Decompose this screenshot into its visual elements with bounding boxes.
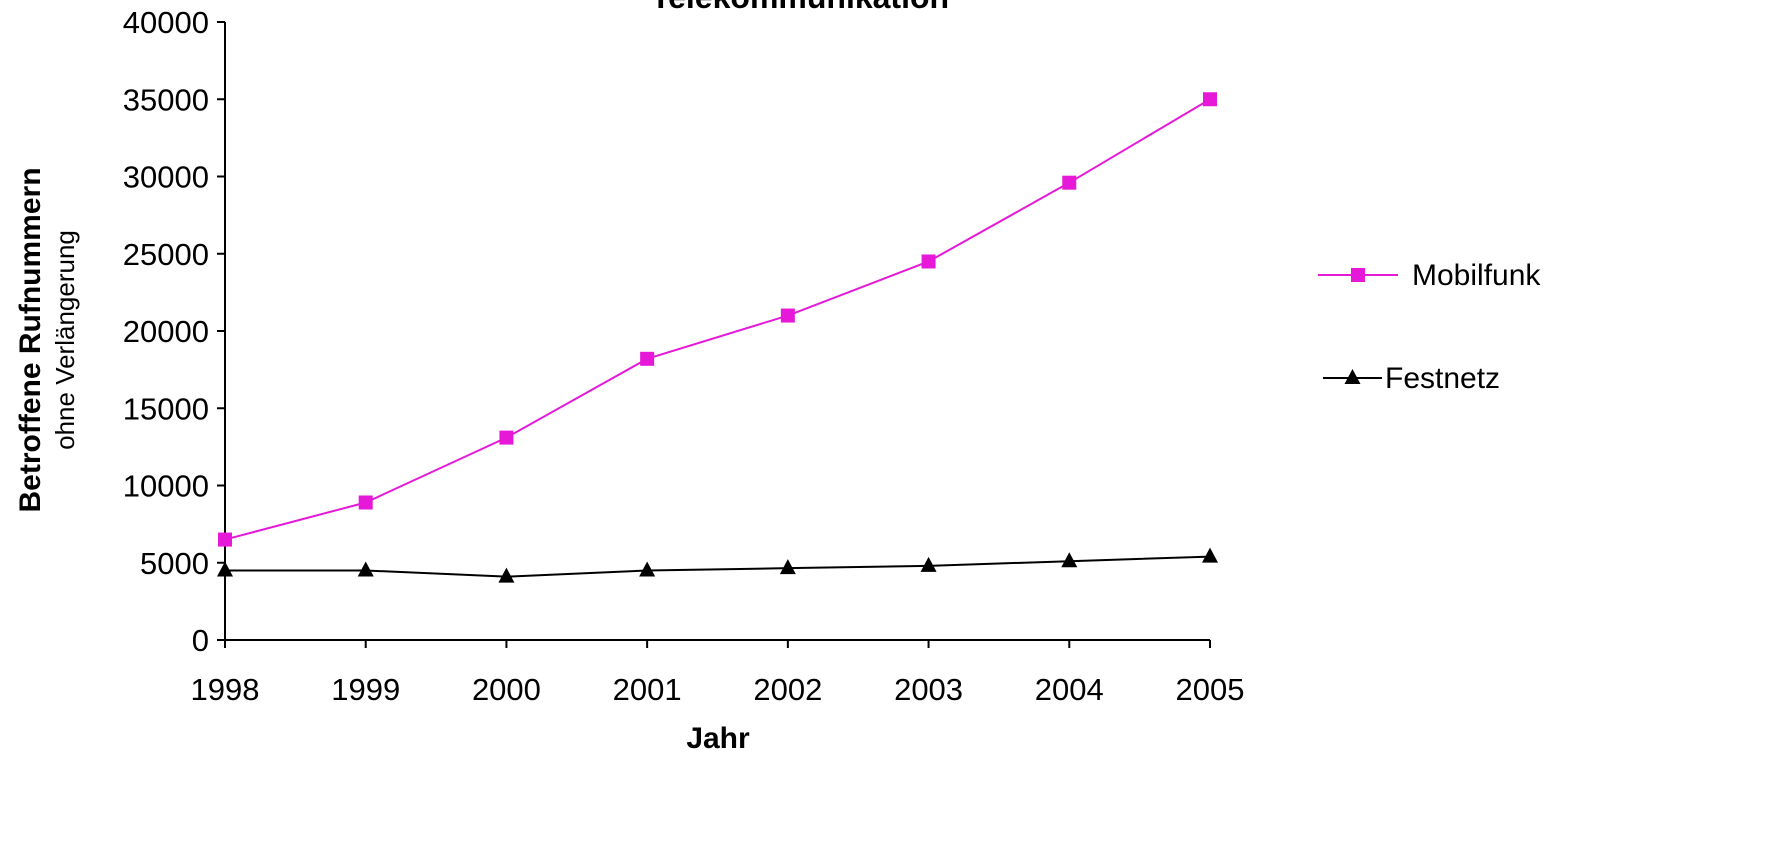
x-tick-label: 2003: [894, 672, 963, 707]
data-point-festnetz: [639, 561, 656, 577]
x-tick-label: 2005: [1176, 672, 1245, 707]
axes: [217, 21, 1211, 648]
y-axis-title: Betroffene Rufnummern ohne Verlängerung: [14, 167, 80, 512]
series-festnetz: [217, 547, 1218, 583]
data-point-mobilfunk: [921, 254, 936, 269]
x-tick-labels: 1998 1999 2000 2001 2002 2003 2004 2005: [191, 672, 1245, 707]
series-layer: [217, 92, 1218, 583]
x-tick-label: 2001: [613, 672, 682, 707]
legend: Mobilfunk Festnetz: [1318, 259, 1541, 395]
data-point-festnetz: [498, 567, 515, 583]
data-point-festnetz: [217, 561, 233, 577]
x-tick-label: 2004: [1035, 672, 1104, 707]
x-tick-label: 2000: [472, 672, 541, 707]
legend-item-festnetz: Festnetz: [1323, 362, 1500, 395]
data-point-mobilfunk: [780, 308, 795, 323]
data-point-festnetz: [357, 561, 374, 577]
y-tick-label: 20000: [123, 314, 209, 349]
y-axis-label: Betroffene Rufnummern: [14, 167, 47, 512]
y-tick-label: 25000: [123, 237, 209, 272]
series-line-mobilfunk: [224, 98, 1211, 541]
data-point-festnetz: [1202, 547, 1218, 563]
data-point-mobilfunk: [499, 430, 514, 445]
y-tick-label: 30000: [123, 160, 209, 195]
y-tick-label: 10000: [123, 469, 209, 504]
legend-marker-festnetz: [1344, 369, 1361, 384]
x-axis-label: Jahr: [686, 722, 750, 755]
data-point-mobilfunk: [218, 532, 232, 547]
data-point-mobilfunk: [1062, 175, 1077, 190]
y-tick-label: 35000: [123, 82, 209, 117]
data-point-mobilfunk: [358, 495, 373, 510]
legend-item-mobilfunk: Mobilfunk: [1318, 259, 1541, 292]
data-point-festnetz: [779, 559, 796, 575]
series-mobilfunk: [218, 92, 1217, 547]
y-tick-label: 15000: [123, 391, 209, 426]
y-tick-labels: 0 5000 10000 15000 20000 25000 30000 35000 40000: [123, 5, 209, 658]
series-line-festnetz: [225, 555, 1211, 578]
x-tick-label: 1998: [191, 672, 260, 707]
legend-label-mobilfunk: Mobilfunk: [1412, 259, 1541, 292]
x-tick-label: 1999: [331, 672, 400, 707]
data-point-festnetz: [1061, 552, 1078, 568]
y-tick-label: 5000: [140, 546, 209, 581]
x-tick-label: 2002: [753, 672, 822, 707]
y-tick-label: 0: [192, 623, 209, 658]
chart-title: Telekommunikation: [651, 0, 949, 15]
data-point-mobilfunk: [1203, 92, 1217, 107]
data-point-mobilfunk: [640, 351, 655, 366]
y-axis-sublabel: ohne Verlängerung: [50, 230, 80, 450]
legend-label-festnetz: Festnetz: [1385, 362, 1500, 395]
data-point-festnetz: [920, 556, 937, 572]
legend-marker-mobilfunk: [1351, 268, 1365, 282]
y-tick-label: 40000: [123, 5, 209, 40]
